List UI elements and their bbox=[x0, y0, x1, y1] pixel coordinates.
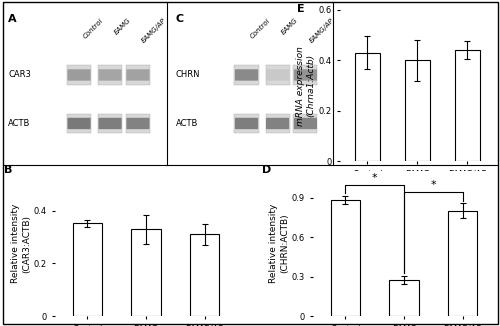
FancyBboxPatch shape bbox=[126, 118, 150, 129]
Y-axis label: Relative intensity
(CAR3:ACTB): Relative intensity (CAR3:ACTB) bbox=[12, 204, 31, 283]
Bar bbox=[131, 229, 160, 316]
Text: EAMG: EAMG bbox=[280, 17, 299, 36]
Bar bbox=[126, 114, 150, 133]
Bar bbox=[390, 280, 419, 316]
FancyBboxPatch shape bbox=[98, 118, 122, 129]
Bar bbox=[67, 114, 91, 133]
Text: *: * bbox=[430, 180, 436, 190]
Bar bbox=[234, 114, 258, 133]
FancyBboxPatch shape bbox=[235, 69, 258, 81]
FancyBboxPatch shape bbox=[266, 69, 289, 81]
Bar bbox=[266, 114, 289, 133]
FancyBboxPatch shape bbox=[235, 118, 258, 129]
Bar bbox=[234, 65, 258, 85]
Text: ACTB: ACTB bbox=[176, 119, 198, 128]
Text: D: D bbox=[262, 165, 272, 175]
Text: EAMG/AP: EAMG/AP bbox=[308, 17, 336, 44]
Text: ACTB: ACTB bbox=[8, 119, 30, 128]
Y-axis label: mRNA expression
(Chrna1:Actb): mRNA expression (Chrna1:Actb) bbox=[296, 46, 316, 126]
Bar bbox=[294, 114, 318, 133]
FancyBboxPatch shape bbox=[126, 69, 150, 81]
Bar bbox=[98, 114, 122, 133]
FancyBboxPatch shape bbox=[68, 69, 90, 81]
Bar bbox=[294, 65, 318, 85]
FancyBboxPatch shape bbox=[294, 69, 317, 81]
FancyBboxPatch shape bbox=[266, 118, 289, 129]
Bar bbox=[98, 65, 122, 85]
Bar bbox=[455, 50, 480, 161]
Bar bbox=[126, 65, 150, 85]
FancyBboxPatch shape bbox=[98, 69, 122, 81]
Text: C: C bbox=[176, 14, 184, 24]
Text: CAR3: CAR3 bbox=[8, 70, 31, 80]
Bar bbox=[331, 200, 360, 316]
Y-axis label: Relative intensity
(CHRN:ACTB): Relative intensity (CHRN:ACTB) bbox=[270, 204, 289, 283]
Text: Control: Control bbox=[250, 17, 272, 40]
Text: A: A bbox=[8, 14, 16, 24]
Bar bbox=[190, 234, 219, 316]
FancyBboxPatch shape bbox=[294, 118, 317, 129]
Text: E: E bbox=[296, 4, 304, 14]
Text: *: * bbox=[372, 173, 378, 183]
Bar bbox=[448, 211, 478, 316]
FancyBboxPatch shape bbox=[68, 118, 90, 129]
Text: Control: Control bbox=[82, 17, 104, 40]
Bar bbox=[355, 53, 380, 161]
Text: EAMG: EAMG bbox=[113, 17, 132, 36]
Text: CHRN: CHRN bbox=[176, 70, 200, 80]
Bar bbox=[405, 60, 430, 161]
Bar bbox=[72, 223, 102, 316]
Text: B: B bbox=[4, 165, 12, 175]
Text: EAMG/AP: EAMG/AP bbox=[141, 17, 168, 44]
Bar bbox=[67, 65, 91, 85]
Bar bbox=[266, 65, 289, 85]
